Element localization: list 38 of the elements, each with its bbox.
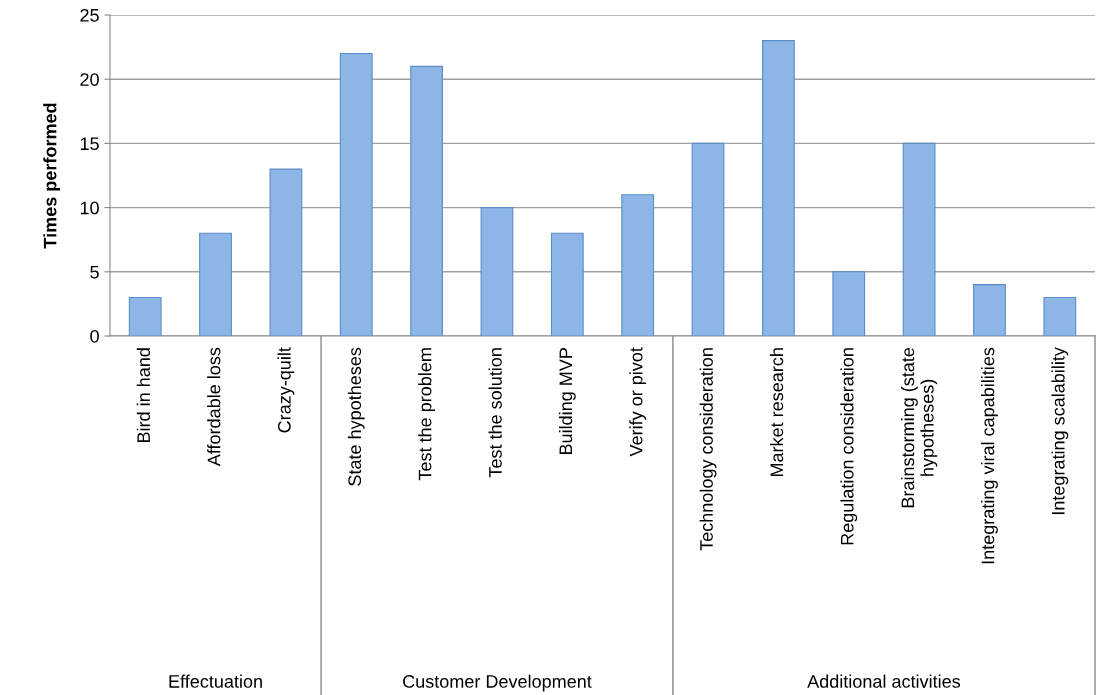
x-tick-label: Test the problem bbox=[418, 348, 436, 481]
y-tick-label: 10 bbox=[80, 201, 99, 215]
text: Additional activities bbox=[807, 674, 961, 688]
x-tick-label: Test the solution bbox=[488, 348, 502, 478]
bar bbox=[410, 65, 443, 336]
bar bbox=[550, 232, 584, 336]
x-tick-label: Brainstorming (state hypotheses) bbox=[900, 347, 938, 508]
bar bbox=[199, 232, 232, 336]
y-tick-label: 25 bbox=[80, 8, 99, 22]
bar bbox=[973, 284, 1006, 336]
bar bbox=[621, 194, 655, 336]
text: Effectuation bbox=[169, 674, 262, 688]
x-tick-label: Integrating scalability bbox=[1051, 347, 1069, 515]
bar bbox=[1043, 296, 1077, 336]
x-tick-label: Building MVP bbox=[558, 348, 576, 455]
x-tick-label: Regulation consideration bbox=[840, 348, 858, 545]
y-tick-label: 5 bbox=[90, 265, 99, 279]
bar bbox=[902, 142, 936, 336]
bar bbox=[480, 207, 514, 336]
bar bbox=[832, 271, 866, 336]
text: Customer Development bbox=[403, 674, 592, 692]
x-tick-label: Technology consideration bbox=[699, 348, 717, 551]
x-tick-label: Market research bbox=[769, 348, 784, 477]
x-tick-label: Integrating viral capabilities bbox=[981, 347, 998, 564]
x-tick-label: State hypotheses bbox=[347, 347, 365, 486]
x-tick-label: Verify or pivot bbox=[629, 347, 647, 457]
x-tick-label: Affordable loss bbox=[207, 347, 221, 467]
bar bbox=[339, 52, 373, 336]
y-axis-title: Times performed bbox=[43, 103, 61, 249]
bar bbox=[691, 142, 725, 336]
y-tick-label: 0 bbox=[90, 329, 99, 343]
x-tick-label: Bird in hand bbox=[136, 348, 151, 442]
bar bbox=[762, 40, 795, 336]
bar bbox=[269, 168, 303, 336]
y-tick-label: 15 bbox=[80, 137, 99, 151]
bar bbox=[128, 296, 162, 336]
y-tick-label: 20 bbox=[80, 73, 99, 86]
x-tick-label: Crazy-quilt bbox=[277, 347, 295, 433]
